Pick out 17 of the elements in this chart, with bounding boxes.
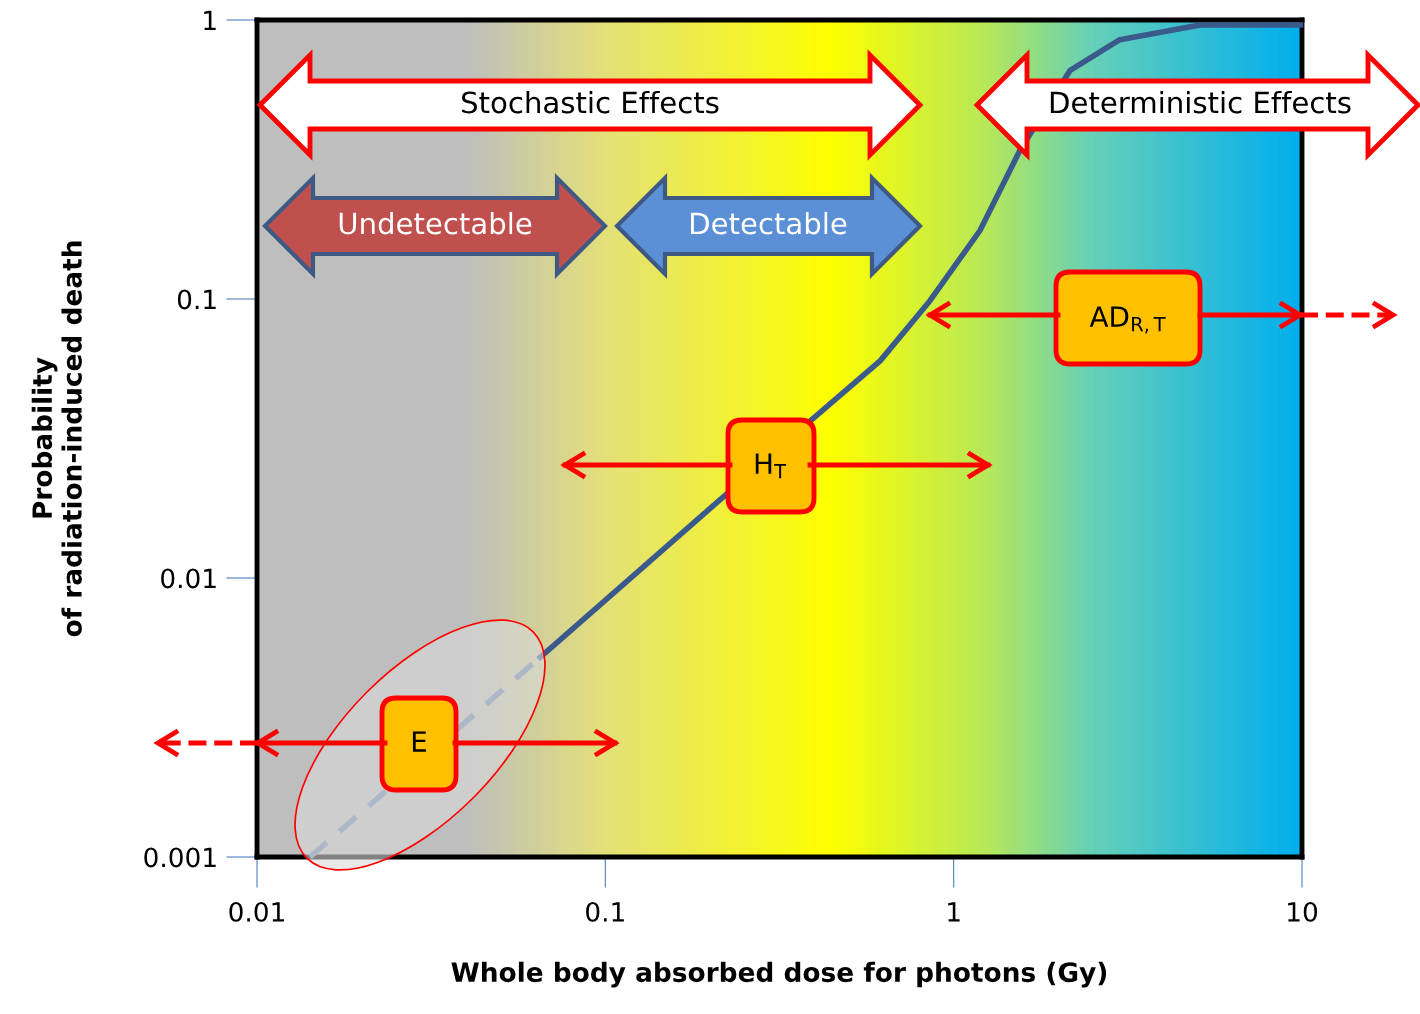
x-tick-label: 10 xyxy=(1288,901,1318,922)
y-tick-label: 0.01 xyxy=(161,568,216,589)
y-tick-label: 0.001 xyxy=(144,847,216,868)
y-axis-title: Probability of radiation-induced death xyxy=(31,241,82,637)
annotation: E xyxy=(412,731,426,752)
x-tick-label: 1 xyxy=(948,902,960,922)
y-tick-label: 1 xyxy=(204,10,216,31)
x-axis-title: Whole body absorbed dose for photons (Gy) xyxy=(451,961,1107,988)
x-tick-label: 0.01 xyxy=(229,901,284,922)
annotation: Undetectable xyxy=(339,211,532,235)
annotation: Deterministic Effects xyxy=(1050,90,1351,114)
annotation: AD$_{R,T}$ xyxy=(1089,306,1166,334)
y-tick-label: 0.1 xyxy=(177,289,216,310)
annotation: Detectable xyxy=(691,211,847,235)
x-tick-label: 0.1 xyxy=(586,901,624,922)
annotation: H$_{T}$ xyxy=(755,453,787,479)
annotation: Stochastic Effects xyxy=(462,90,719,114)
